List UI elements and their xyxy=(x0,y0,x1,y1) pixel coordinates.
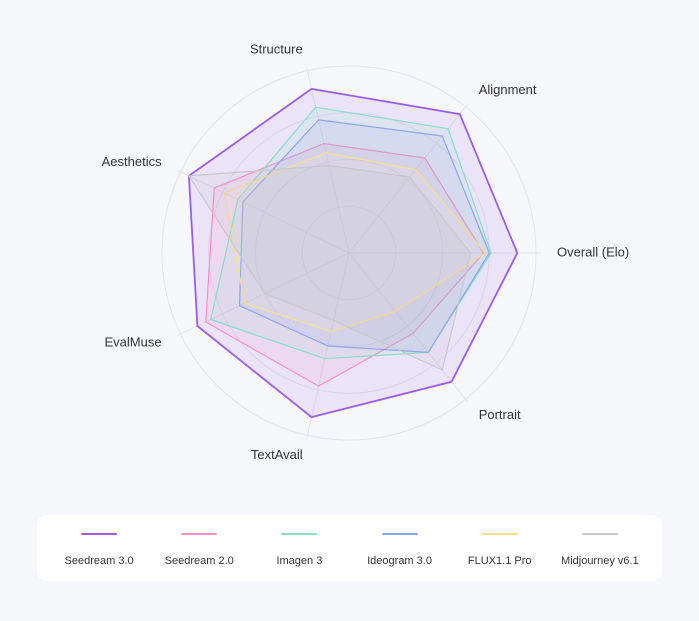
legend-item-imagen-3: Imagen 3 xyxy=(251,515,347,567)
series-midjourney-v6-1 xyxy=(188,164,472,371)
legend-swatch xyxy=(481,533,518,535)
axis-label-overall-elo: Overall (Elo) xyxy=(557,244,629,259)
legend-item-midjourney-v6-1: Midjourney v6.1 xyxy=(552,515,648,567)
legend: Seedream 3.0 Seedream 2.0 Imagen 3 Ideogram… xyxy=(37,515,662,581)
legend-swatch xyxy=(81,533,118,535)
legend-item-seedream-2-0: Seedream 2.0 xyxy=(151,515,247,567)
axis-label-structure: Structure xyxy=(250,42,303,57)
radar-series xyxy=(187,88,519,419)
grid-spoke-portrait xyxy=(348,252,469,403)
legend-label: Imagen 3 xyxy=(276,555,323,567)
legend-swatch xyxy=(281,533,318,535)
axis-label-evalmuse: EvalMuse xyxy=(105,335,162,350)
legend-label: Midjourney v6.1 xyxy=(561,555,639,567)
legend-swatch xyxy=(181,533,218,535)
legend-item-seedream-3-0: Seedream 3.0 xyxy=(51,515,147,567)
legend-swatch xyxy=(581,533,618,535)
legend-label: Ideogram 3.0 xyxy=(367,555,432,567)
grid-spoke-aesthetics xyxy=(176,169,350,254)
axis-label-textavail: TextAvail xyxy=(251,447,303,462)
series-flux1-1-pro xyxy=(223,152,487,332)
legend-item-ideogram-3-0: Ideogram 3.0 xyxy=(352,515,448,567)
axis-labels: Overall (Elo) Portrait TextAvail EvalMuse Ae… xyxy=(102,42,630,463)
axis-label-portrait: Portrait xyxy=(479,407,521,422)
axis-label-alignment: Alignment xyxy=(479,82,537,97)
series-ideogram-3-0 xyxy=(238,119,490,353)
legend-label: Seedream 3.0 xyxy=(64,555,134,567)
legend-label: FLUX1.1 Pro xyxy=(467,555,532,567)
legend-item-flux1-1-pro: FLUX1.1 Pro xyxy=(452,515,548,567)
grid-spoke-structure xyxy=(306,66,350,254)
series-seedream-2-0 xyxy=(205,143,485,387)
legend-label: Seedream 2.0 xyxy=(164,555,234,567)
axis-label-aesthetics: Aesthetics xyxy=(102,154,162,169)
radar-chart: Overall (Elo) Portrait TextAvail EvalMuse Ae… xyxy=(102,42,630,463)
legend-swatch xyxy=(381,533,418,535)
